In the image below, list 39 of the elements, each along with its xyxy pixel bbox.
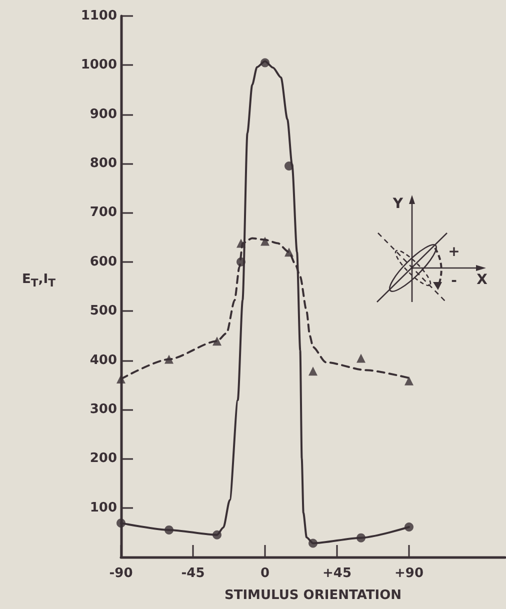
x-tick-label: +90 bbox=[394, 566, 424, 581]
x-tick-label: +45 bbox=[322, 566, 352, 581]
point bbox=[236, 238, 246, 248]
point bbox=[308, 538, 318, 548]
point bbox=[404, 522, 414, 532]
point bbox=[164, 525, 174, 534]
annotation: X bbox=[476, 272, 488, 288]
y-tick-label: 1100 bbox=[80, 8, 117, 24]
point bbox=[212, 530, 222, 540]
point bbox=[260, 58, 270, 68]
point bbox=[404, 376, 414, 386]
annotation: - bbox=[451, 273, 458, 289]
point bbox=[356, 354, 366, 363]
y-tick-label: 600 bbox=[90, 254, 117, 270]
point bbox=[212, 336, 222, 346]
y-tick-label: 400 bbox=[90, 352, 117, 368]
point bbox=[284, 162, 294, 170]
x-tick-label: -45 bbox=[181, 566, 205, 581]
annotation: + bbox=[448, 244, 460, 260]
x-axis-title: STIMULUS ORIENTATION bbox=[224, 588, 402, 603]
point bbox=[308, 366, 318, 376]
point bbox=[116, 518, 126, 528]
x-tick-label: 0 bbox=[260, 566, 270, 581]
y-tick-label: 100 bbox=[90, 500, 117, 516]
y-tick-label: 900 bbox=[90, 106, 117, 122]
y-tick-label: 200 bbox=[90, 451, 117, 466]
point bbox=[260, 236, 270, 246]
x-tick-label: -90 bbox=[109, 566, 133, 581]
y-tick-label: 700 bbox=[90, 205, 117, 220]
y-tick-label: 1000 bbox=[80, 58, 117, 73]
point bbox=[164, 354, 174, 364]
point bbox=[284, 248, 294, 257]
point bbox=[236, 257, 246, 266]
annotation: Y bbox=[392, 196, 404, 212]
y-tick-label: 800 bbox=[90, 156, 117, 172]
point bbox=[356, 533, 366, 542]
y-tick-label: 500 bbox=[90, 304, 117, 319]
y-axis-title: E$_{T}$,I$_{T}$ bbox=[22, 272, 56, 290]
y-tick-label: 300 bbox=[90, 402, 117, 417]
